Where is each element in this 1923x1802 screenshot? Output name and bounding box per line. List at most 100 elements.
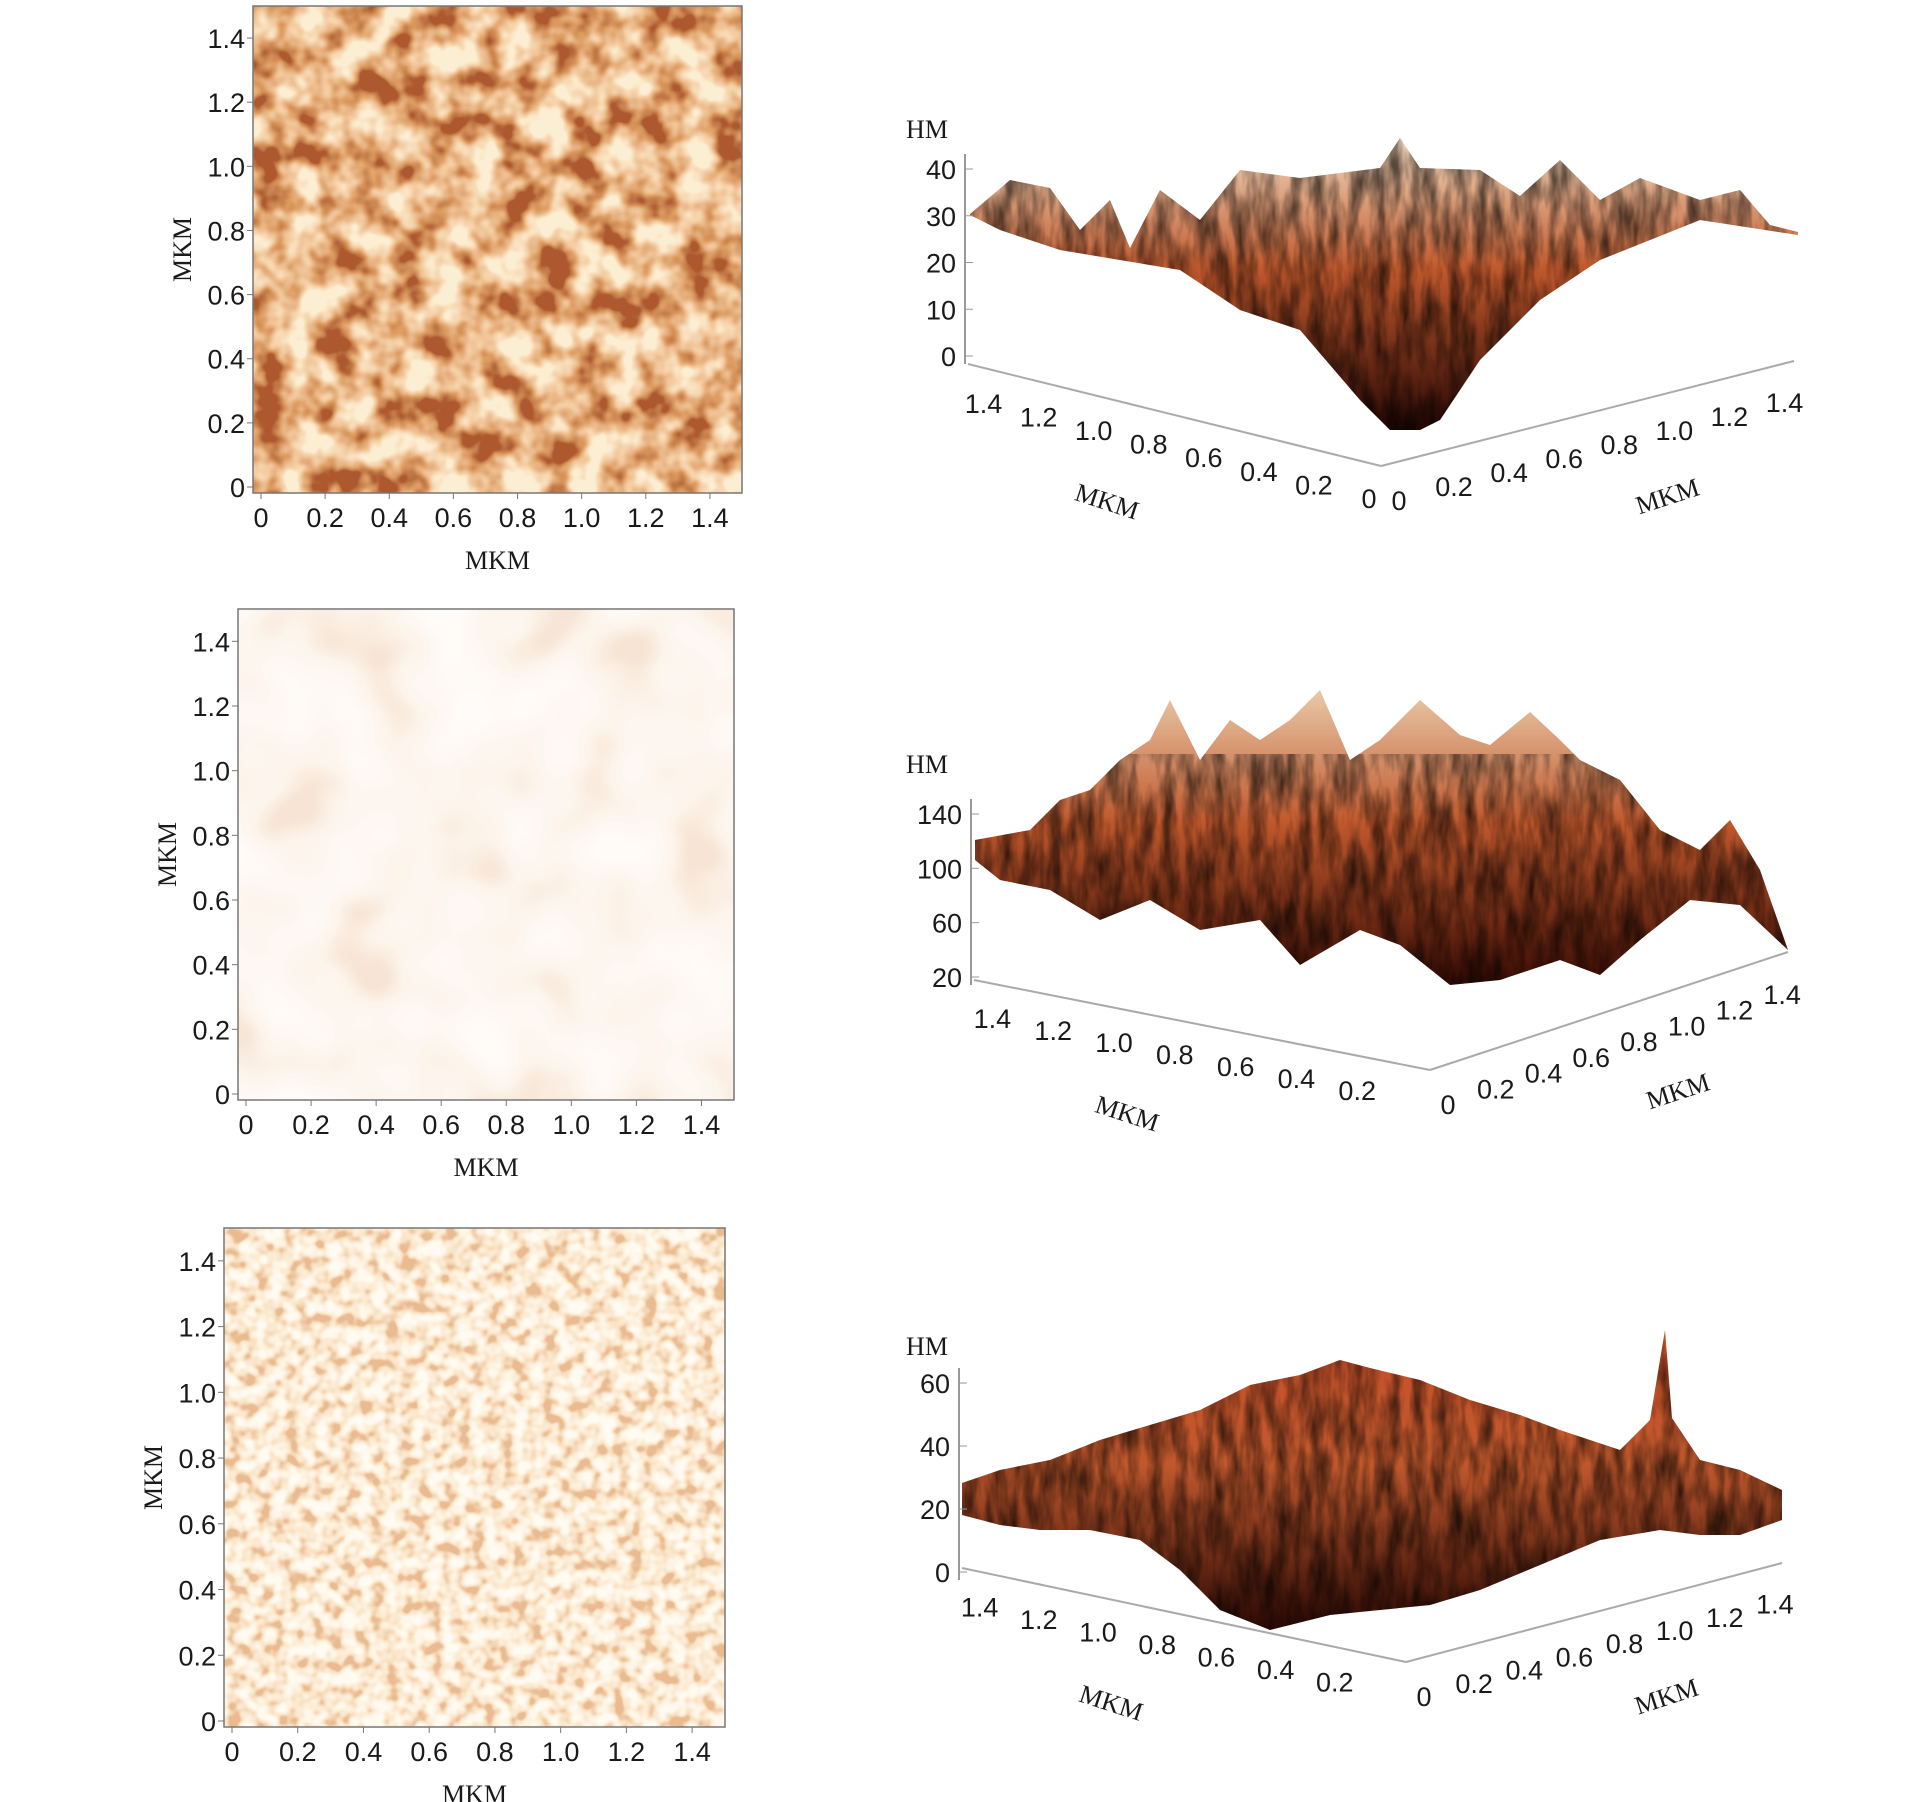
x-tick-label: 1.2	[627, 503, 665, 533]
right-axis-label: MKM	[1631, 1673, 1702, 1721]
y-tick-label: 0	[215, 1080, 230, 1110]
z-tick-label: 40	[926, 155, 956, 185]
left-axis-tick-label: 1.4	[974, 1004, 1012, 1034]
y-tick-label: 1.4	[192, 627, 230, 657]
x-tick-label: 1.4	[673, 1737, 711, 1767]
y-tick-label: 1.2	[192, 692, 230, 722]
left-axis-tick-label: 1.2	[1034, 1016, 1072, 1046]
surface-texture	[962, 1330, 1782, 1630]
right-axis-tick-label: 1.2	[1706, 1603, 1744, 1633]
afm-height-map	[224, 1228, 725, 1727]
left-axis	[967, 363, 1382, 467]
x-tick-label: 0.8	[487, 1110, 525, 1140]
right-axis-tick-label: 0.2	[1455, 1669, 1493, 1699]
texture	[962, 1330, 1782, 1630]
y-tick-label: 1.4	[207, 24, 245, 54]
x-tick-label: 1.4	[691, 503, 729, 533]
y-tick-label: 0.6	[192, 886, 230, 916]
right-axis-tick-label: 1.4	[1766, 388, 1804, 418]
left-axis-tick-label: 0.2	[1316, 1667, 1354, 1697]
y-tick-label: 0.4	[192, 951, 230, 981]
x-axis-label: MKM	[442, 1780, 507, 1802]
left-axis-tick-label: 0.2	[1295, 470, 1333, 500]
x-tick-label: 0.8	[476, 1737, 514, 1767]
left-axis-tick-label: 0.6	[1185, 443, 1223, 473]
heatmap-panel: 0 0.2 0.4 0.6 0.8 1.0 1.2 1.4 0 0.2 0.4 0.6 0.8 1.0 1.…	[139, 1227, 726, 1802]
y-tick-label: 0.8	[178, 1444, 216, 1474]
x-tick-label: 0	[238, 1110, 253, 1140]
right-axis-tick-label: 0	[1391, 486, 1406, 516]
left-axis-tick-label: 0.2	[1338, 1076, 1376, 1106]
left-axis	[961, 1567, 1407, 1663]
x-axis-label: MKM	[465, 546, 530, 575]
right-axis-tick-label: 1.0	[1656, 416, 1694, 446]
z-tick-label: 30	[926, 202, 956, 232]
right-axis-tick-label: 0	[1416, 1682, 1431, 1712]
afm-height-map	[253, 6, 742, 493]
x-tick-label: 1.2	[608, 1737, 646, 1767]
z-tick-label: 0	[941, 342, 956, 372]
plot-frame	[223, 1227, 726, 1728]
y-axis-label: MKM	[153, 822, 182, 887]
right-axis-tick-label: 0.6	[1572, 1043, 1610, 1073]
y-tick-label: 0.4	[178, 1576, 216, 1606]
left-axis-tick-label: 0.4	[1240, 457, 1278, 487]
y-tick-label: 0.8	[192, 821, 230, 851]
right-axis-label: MKM	[1632, 473, 1703, 521]
heatmap-panel: 0 0.2 0.4 0.6 0.8 1.0 1.2 1.4 0 0.2 0.4 0.6 0.8 1.0 1.…	[168, 5, 743, 575]
x-axis-label: MKM	[453, 1153, 518, 1182]
y-tick-label: 1.2	[207, 88, 245, 118]
right-axis-tick-label: 1.2	[1716, 996, 1754, 1026]
z-axis-label: HM	[906, 750, 948, 779]
left-axis-tick-label: 1.2	[1020, 1605, 1058, 1635]
left-axis-tick-label: 0.6	[1217, 1052, 1255, 1082]
x-tick-label: 0	[224, 1737, 239, 1767]
y-tick-label: 0.2	[207, 409, 245, 439]
right-axis-tick-label: 0.6	[1545, 444, 1583, 474]
left-axis-tick-label: 1.2	[1020, 402, 1058, 432]
right-axis-tick-label: 0.8	[1600, 430, 1638, 460]
y-tick-label: 1.4	[178, 1247, 216, 1277]
right-axis	[1380, 360, 1795, 467]
left-axis-tick-label: 0.4	[1278, 1064, 1316, 1094]
x-tick-label: 0.2	[306, 503, 344, 533]
y-tick-label: 0.4	[207, 345, 245, 375]
y-axis-label: MKM	[168, 217, 197, 282]
left-axis-tick-label: 1.4	[965, 389, 1003, 419]
x-tick-label: 0.6	[422, 1110, 460, 1140]
texture	[975, 754, 1788, 985]
x-tick-label: 1.0	[553, 1110, 591, 1140]
x-tick-label: 0.2	[292, 1110, 330, 1140]
z-axis-label: HM	[906, 1332, 948, 1361]
left-axis-tick-label: 1.0	[1075, 416, 1113, 446]
x-tick-label: 0	[253, 503, 268, 533]
right-axis-tick-label: 1.2	[1711, 402, 1749, 432]
surface-texture	[975, 754, 1788, 985]
left-axis-label: MKM	[1076, 1679, 1147, 1727]
right-axis-tick-label: 0.6	[1556, 1642, 1594, 1672]
z-tick-label: 40	[920, 1432, 950, 1462]
x-tick-label: 0.4	[345, 1737, 383, 1767]
right-axis	[1405, 1562, 1783, 1663]
y-tick-label: 0.2	[192, 1015, 230, 1045]
right-axis-tick-label: 1.0	[1668, 1011, 1706, 1041]
x-tick-label: 0.2	[279, 1737, 317, 1767]
right-axis-tick-label: 0	[1440, 1090, 1455, 1120]
y-tick-label: 0.2	[178, 1641, 216, 1671]
right-axis-label: MKM	[1643, 1067, 1714, 1115]
x-tick-label: 0.4	[357, 1110, 395, 1140]
z-tick-label: 0	[935, 1558, 950, 1588]
left-axis-tick-label: 1.4	[961, 1592, 999, 1622]
right-axis-tick-label: 1.0	[1656, 1616, 1694, 1646]
z-tick-label: 60	[920, 1369, 950, 1399]
z-tick-label: 20	[920, 1495, 950, 1525]
right-axis	[1429, 951, 1789, 1071]
left-axis-label: MKM	[1092, 1090, 1163, 1138]
x-tick-label: 0.6	[435, 503, 473, 533]
y-tick-label: 0.6	[178, 1510, 216, 1540]
right-axis-tick-label: 1.4	[1763, 980, 1801, 1010]
y-tick-label: 0	[201, 1707, 216, 1737]
texture	[970, 138, 1794, 430]
x-tick-label: 0.4	[370, 503, 408, 533]
